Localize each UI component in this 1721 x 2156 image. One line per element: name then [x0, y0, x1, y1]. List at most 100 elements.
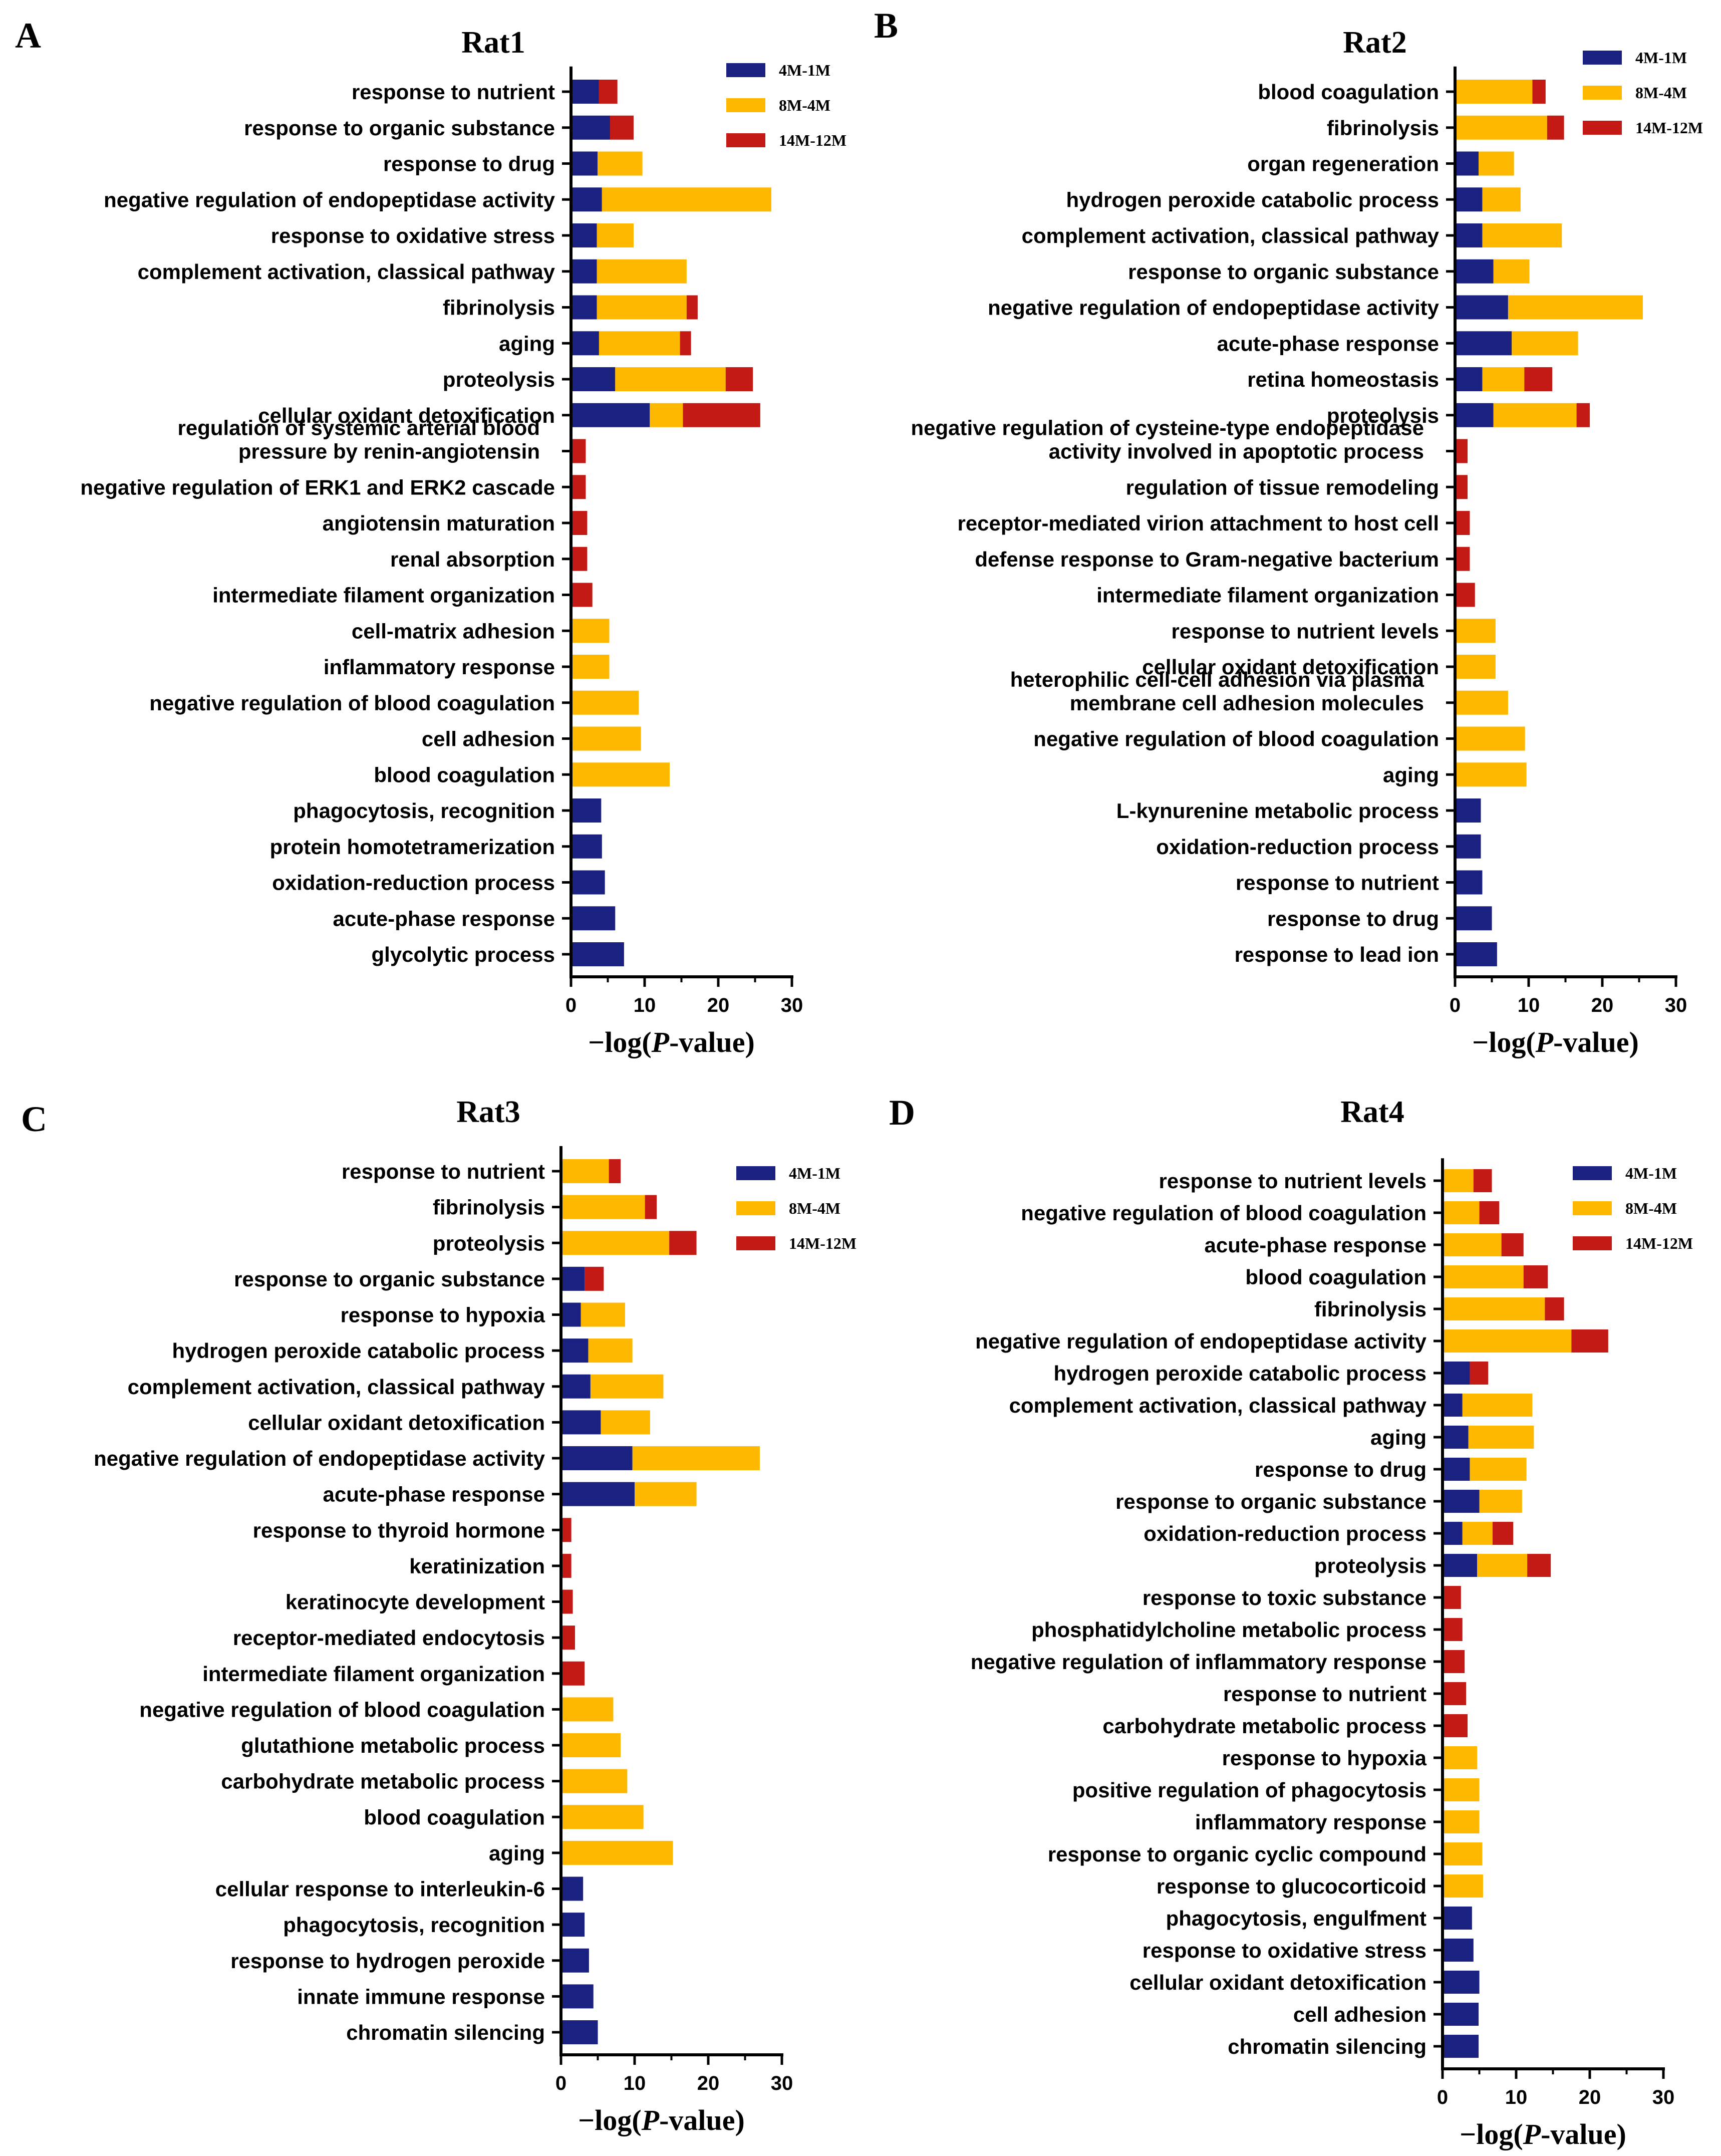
bar-14m-12m — [1523, 1265, 1548, 1289]
bar-14m-12m — [1501, 1233, 1524, 1257]
chart-title: Rat2 — [1343, 26, 1406, 60]
bar-8m-4m — [615, 367, 726, 391]
bar-8m-4m — [562, 1697, 614, 1722]
category-label: cell adhesion — [422, 727, 555, 751]
category-label: cellular oxidant detoxification — [1129, 1971, 1426, 1994]
category-label: response to drug — [383, 152, 555, 176]
legend-swatch — [736, 1201, 775, 1215]
bar-4m-1m — [1444, 2034, 1479, 2058]
category-label: acute-phase response — [333, 907, 555, 930]
legend-swatch — [736, 1236, 775, 1250]
category-label: carbohydrate metabolic process — [221, 1770, 545, 1793]
bar-14m-12m — [562, 1626, 575, 1650]
bar-4m-1m — [1444, 1938, 1474, 1962]
category-label: cellular oxidant detoxification — [258, 404, 555, 427]
category-label: intermediate filament organization — [202, 1662, 545, 1686]
bar-14m-12m — [1532, 80, 1546, 104]
bar-4m-1m — [1444, 2002, 1479, 2026]
category-label: oxidation-reduction process — [1143, 1522, 1426, 1545]
bar-8m-4m — [1444, 1778, 1480, 1802]
bar-8m-4m — [635, 1482, 697, 1506]
panel-b: B Rat2 blood coagulation fibrinolysis organ … — [874, 6, 1703, 1058]
bar-4m-1m — [1457, 259, 1494, 284]
category-label: response to hypoxia — [1222, 1746, 1427, 1770]
bar-8m-4m — [1470, 1457, 1527, 1481]
bar-14m-12m — [1576, 403, 1590, 427]
bar-8m-4m — [1444, 1169, 1474, 1193]
bar-8m-4m — [1457, 115, 1547, 140]
category-label: organ regeneration — [1247, 152, 1439, 176]
category-label: cellular oxidant detoxification — [1142, 655, 1439, 679]
bar-14m-12m — [1457, 511, 1470, 535]
category-label: response to lead ion — [1235, 943, 1439, 966]
category-label: fibrinolysis — [1314, 1297, 1426, 1321]
bar-4m-1m — [572, 798, 602, 823]
category-label: response to organic substance — [244, 116, 555, 140]
legend-label: 4M-1M — [779, 61, 830, 79]
bar-8m-4m — [1508, 295, 1643, 320]
category-label: phagocytosis, recognition — [283, 1913, 545, 1937]
category-label: hydrogen peroxide catabolic process — [1066, 188, 1439, 211]
bar-8m-4m — [1482, 187, 1521, 212]
category-label: blood coagulation — [1245, 1265, 1426, 1289]
bar-14m-12m — [1457, 475, 1468, 499]
bar-8m-4m — [572, 726, 641, 751]
panel-c: C Rat3 response to nutrient fibrinolysis pro… — [21, 1095, 856, 2136]
category-label: response to hypoxia — [341, 1303, 545, 1327]
category-label: inflammatory response — [324, 655, 555, 679]
bar-14m-12m — [1493, 1521, 1514, 1545]
category-label: phagocytosis, recognition — [293, 799, 555, 823]
bar-4m-1m — [562, 1302, 581, 1327]
bar-4m-1m — [562, 1913, 585, 1937]
bar-8m-4m — [602, 187, 771, 212]
bar-4m-1m — [1457, 187, 1483, 212]
bar-14m-12m — [1444, 1682, 1467, 1706]
category-label: response to nutrient — [1223, 1682, 1426, 1706]
category-label: cell adhesion — [1293, 2003, 1426, 2026]
bar-8m-4m — [572, 762, 670, 787]
category-label: aging — [489, 1841, 545, 1865]
bar-14m-12m — [562, 1553, 571, 1578]
x-axis-title: −log(P-value) — [1460, 2118, 1626, 2150]
category-label: response to organic substance — [234, 1267, 545, 1291]
legend-swatch — [1573, 1166, 1612, 1180]
bar-4m-1m — [562, 1266, 585, 1291]
bar-4m-1m — [1444, 1970, 1480, 1994]
bar-8m-4m — [1444, 1297, 1545, 1321]
bar-8m-4m — [572, 690, 639, 715]
bar-8m-4m — [1444, 1329, 1572, 1353]
x-tick-label: 0 — [1450, 994, 1461, 1016]
x-tick-label: 30 — [781, 994, 803, 1016]
legend-label: 4M-1M — [1635, 49, 1687, 67]
category-label: complement activation, classical pathway — [1022, 224, 1440, 247]
bar-14m-12m — [725, 367, 753, 391]
category-label: protein homotetramerization — [270, 835, 555, 859]
category-label: cellular response to interleukin-6 — [215, 1877, 545, 1901]
category-label: receptor-mediated endocytosis — [233, 1626, 545, 1650]
category-label: response to nutrient levels — [1172, 619, 1439, 643]
panel-letter: A — [15, 16, 41, 56]
bar-8m-4m — [1444, 1201, 1480, 1225]
bar-14m-12m — [572, 547, 588, 571]
bar-14m-12m — [1479, 1201, 1500, 1225]
bar-8m-4m — [599, 331, 680, 356]
bar-8m-4m — [1493, 403, 1577, 427]
category-label: angiotensin maturation — [323, 511, 555, 535]
category-label: intermediate filament organization — [1096, 584, 1439, 607]
x-axis-title: −log(P-value) — [1472, 1026, 1639, 1058]
bar-4m-1m — [562, 1338, 589, 1363]
bar-4m-1m — [562, 1876, 584, 1901]
category-label: response to nutrient — [352, 80, 555, 104]
category-label: negative regulation of blood coagulation — [149, 691, 555, 715]
x-axis-title: −log(P-value) — [588, 1026, 755, 1058]
legend-label: 14M-12M — [1625, 1234, 1693, 1252]
bar-14m-12m — [683, 403, 760, 427]
bar-8m-4m — [1479, 151, 1514, 176]
bar-4m-1m — [1457, 151, 1479, 176]
category-label: fibrinolysis — [443, 296, 555, 320]
category-label: L-kynurenine metabolic process — [1116, 799, 1439, 823]
x-tick-label: 0 — [565, 994, 577, 1016]
category-label: negative regulation of endopeptidase act… — [104, 188, 555, 211]
bar-14m-12m — [1473, 1169, 1492, 1193]
bar-14m-12m — [1527, 1553, 1551, 1577]
